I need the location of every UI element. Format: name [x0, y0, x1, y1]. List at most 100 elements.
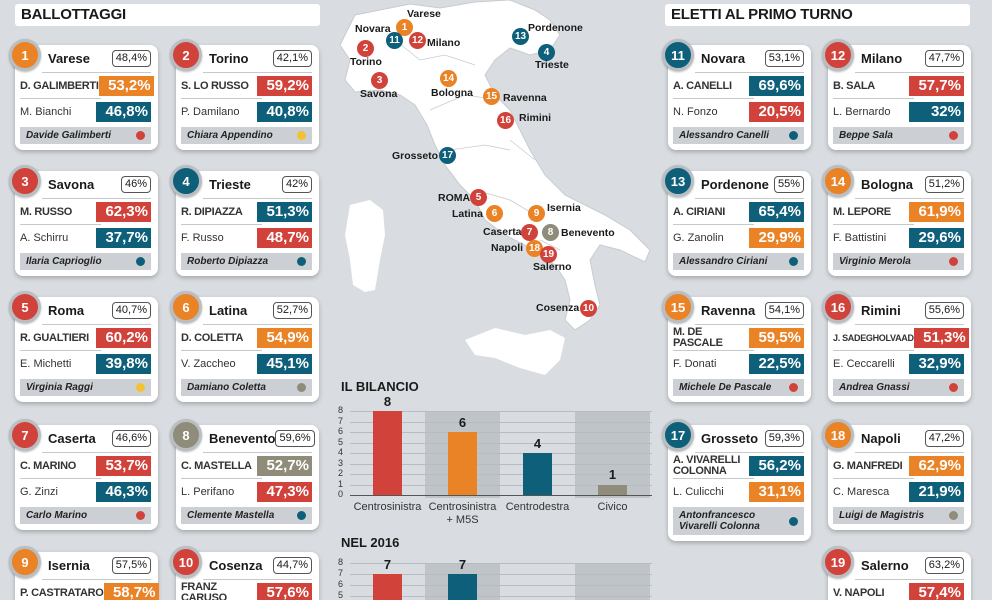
- previous-mayor: Andrea Gnassi: [833, 379, 964, 396]
- result-card-benevento: 8 Benevento 59,6% C. MASTELLA 52,7% L. Per…: [170, 419, 319, 530]
- winner-pct: 57,6%: [257, 582, 312, 600]
- map-label-rimini: Rimini: [519, 112, 552, 124]
- previous-mayor-name: Antonfrancesco Vivarelli Colonna: [679, 510, 760, 532]
- winner-pct: 59,5%: [749, 327, 804, 348]
- runner-up-pct: 48,7%: [257, 228, 312, 248]
- bar-value: 1: [608, 467, 617, 482]
- runner-up-pct: 21,9%: [909, 482, 964, 502]
- map-label-latina: Latina: [452, 208, 483, 220]
- map-label-novara: Novara: [355, 23, 391, 35]
- badge-number: 13: [662, 165, 694, 197]
- map-pin-caserta: 7: [521, 224, 538, 241]
- plot-area: 7 7: [350, 557, 652, 600]
- italy-outline-icon: [339, 0, 651, 375]
- party-dot-icon: [949, 257, 958, 266]
- winner-pct: 51,3%: [913, 327, 969, 348]
- map-label-grosseto: Grosseto: [392, 150, 439, 162]
- winner-pct: 57,4%: [909, 582, 964, 600]
- winner-name: C. MARINO: [20, 459, 76, 472]
- winner-name: A. VIVARELLI COLONNA: [673, 453, 741, 477]
- previous-mayor: Carlo Marino: [20, 507, 151, 524]
- map-pin-trieste: 4: [538, 44, 555, 61]
- result-card-ravenna: 15 Ravenna 54,1% M. DE PASCALE 59,5% F. Do…: [662, 291, 811, 402]
- winner-pct: 62,3%: [96, 201, 151, 222]
- runner-up-name: C. Maresca: [833, 486, 890, 498]
- winner-name: FRANZ CARUSO: [181, 580, 227, 600]
- y-tick: 8: [338, 557, 344, 567]
- map-pin-bologna: 14: [440, 70, 457, 87]
- party-dot-icon: [789, 383, 798, 392]
- runner-up-pct: 31,1%: [749, 482, 804, 502]
- result-card-salerno: 19 Salerno 63,2% V. NAPOLI 57,4%: [822, 546, 971, 600]
- runner-up-name: P. Damilano: [181, 106, 240, 118]
- runner-up-name: F. Battistini: [833, 232, 887, 244]
- turnout-value: 47,7%: [924, 50, 964, 67]
- city-name: Napoli: [861, 431, 901, 446]
- map-label-bologna: Bologna: [431, 87, 473, 99]
- city-name: Benevento: [209, 431, 276, 446]
- party-dot-icon: [789, 257, 798, 266]
- party-dot-icon: [949, 383, 958, 392]
- plot-area: 8 6 4 1: [350, 394, 652, 499]
- chart-2016: NEL 2016 8 7 6 5 7 7: [335, 525, 655, 600]
- previous-mayor: Virginia Raggi: [20, 379, 151, 396]
- map-pin-pordenone: 13: [512, 28, 529, 45]
- previous-mayor-name: Luigi de Magistris: [839, 510, 925, 521]
- previous-mayor-name: Davide Galimberti: [26, 130, 112, 141]
- previous-mayor: Antonfrancesco Vivarelli Colonna: [673, 507, 804, 535]
- bar-value: 6: [458, 415, 467, 430]
- map-label-pordenone: Pordenone: [528, 22, 583, 34]
- y-tick: 6: [338, 426, 344, 436]
- map-pin-latina: 6: [486, 205, 503, 222]
- turnout-value: 42,1%: [272, 50, 312, 67]
- runner-up-pct: 29,9%: [749, 228, 804, 248]
- previous-mayor-name: Clemente Mastella: [187, 510, 275, 521]
- map-pin-varese: 1: [396, 19, 413, 36]
- result-card-milano: 12 Milano 47,7% B. SALA 57,7% L. Bernardo 3…: [822, 39, 971, 150]
- party-dot-icon: [136, 257, 145, 266]
- bar-centrosinistra: [373, 411, 402, 495]
- map-label-varese: Varese: [407, 8, 441, 20]
- y-tick: 5: [338, 590, 344, 600]
- winner-name: G. MANFREDI: [833, 459, 903, 472]
- bar-value: 7: [458, 557, 467, 572]
- turnout-value: 42%: [281, 176, 312, 193]
- turnout-value: 44,7%: [272, 557, 312, 574]
- city-name: Ravenna: [701, 303, 756, 318]
- badge-number: 19: [822, 546, 854, 578]
- result-card-isernia: 9 Isernia 57,5% P. CASTRATARO 58,7%: [9, 546, 159, 600]
- y-tick: 7: [338, 568, 344, 578]
- map-pin-novara: 11: [386, 32, 403, 49]
- badge-number: 1: [9, 39, 41, 71]
- map-pin-salerno: 19: [540, 246, 557, 263]
- runner-up-pct: 39,8%: [96, 354, 151, 374]
- bar-value: 4: [533, 436, 542, 451]
- winner-pct: 69,6%: [749, 75, 804, 96]
- y-tick: 1: [338, 478, 344, 489]
- party-dot-icon: [949, 131, 958, 140]
- winner-name: J. SADEGHOLVAAD: [833, 332, 914, 343]
- result-card-roma: 5 Roma 40,7% R. GUALTIERI 60,2% E. Michett…: [9, 291, 158, 402]
- runner-up-name: N. Fonzo: [673, 106, 718, 118]
- party-dot-icon: [297, 257, 306, 266]
- party-dot-icon: [136, 511, 145, 520]
- winner-pct: 61,9%: [909, 201, 964, 222]
- runner-up-name: L. Culicchi: [673, 486, 724, 498]
- winner-name: A. CIRIANI: [673, 205, 726, 218]
- previous-mayor-name: Carlo Marino: [26, 510, 88, 521]
- badge-number: 11: [662, 39, 694, 71]
- map-label-savona: Savona: [360, 88, 398, 100]
- winner-pct: 52,7%: [257, 455, 312, 476]
- winner-pct: 53,7%: [96, 455, 151, 476]
- city-name: Grosseto: [701, 431, 759, 446]
- winner-name: S. LO RUSSO: [181, 79, 249, 92]
- chart-title: NEL 2016: [341, 535, 400, 550]
- turnout-value: 55%: [773, 176, 804, 193]
- winner-name: D. COLETTA: [181, 331, 244, 344]
- italy-map: 1 Varese 11 Novara 12 Milano 2 Torino 3 …: [335, 0, 655, 375]
- winner-name: R. GUALTIERI: [20, 331, 89, 344]
- turnout-value: 57,5%: [111, 557, 151, 574]
- map-label-milano: Milano: [427, 37, 461, 49]
- party-dot-icon: [297, 383, 306, 392]
- previous-mayor-name: Ilaria Caprioglio: [26, 256, 102, 267]
